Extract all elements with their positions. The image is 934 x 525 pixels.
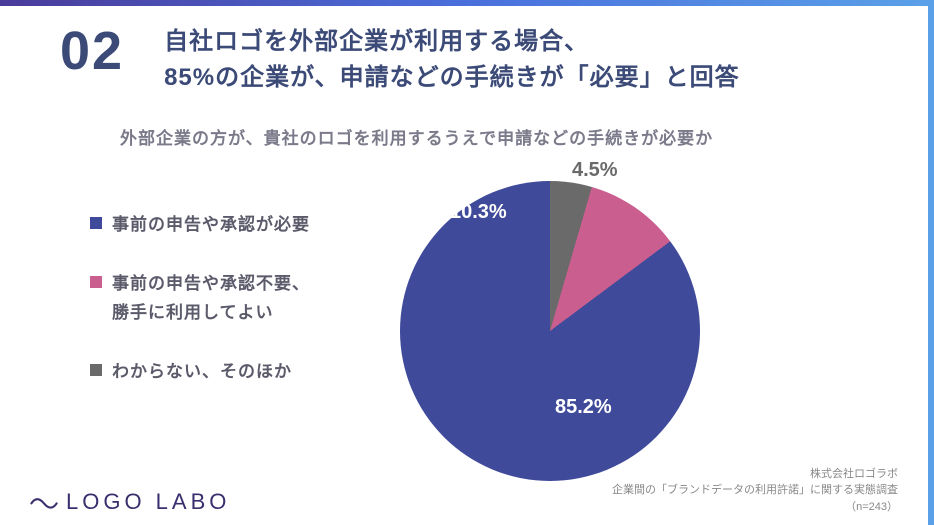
legend-swatch bbox=[90, 364, 102, 376]
pie-slice-label: 10.3% bbox=[450, 201, 507, 224]
footer: LOGO LABO 株式会社ロゴラボ 企業間の「ブランドデータの利用許諾」に関す… bbox=[0, 466, 928, 516]
legend-item: 事前の申告や承認が必要 bbox=[90, 211, 370, 240]
legend: 事前の申告や承認が必要事前の申告や承認不要、 勝手に利用してよいわからない、その… bbox=[0, 171, 370, 491]
legend-swatch bbox=[90, 217, 102, 229]
source-attribution: 株式会社ロゴラボ 企業間の「ブランドデータの利用許諾」に関する実態調査 （n=2… bbox=[612, 466, 898, 516]
title-line-2: 85%の企業が、申請などの手続きが「必要」と回答 bbox=[164, 64, 740, 91]
logo-mark-icon bbox=[30, 493, 58, 511]
question-subtitle: 外部企業の方が、貴社のロゴを利用するうえで申請などの手続きが必要か bbox=[120, 124, 928, 149]
legend-item: わからない、そのほか bbox=[90, 358, 370, 387]
legend-item: 事前の申告や承認不要、 勝手に利用してよい bbox=[90, 270, 370, 328]
pie-body bbox=[400, 181, 700, 481]
slide-title: 自社ロゴを外部企業が利用する場合、 85%の企業が、申請などの手続きが「必要」と… bbox=[164, 24, 740, 96]
pie-slice-label: 4.5% bbox=[572, 159, 618, 182]
title-line-1: 自社ロゴを外部企業が利用する場合、 bbox=[164, 28, 589, 55]
source-line-1: 株式会社ロゴラボ bbox=[612, 466, 898, 483]
slide-frame: 02 自社ロゴを外部企業が利用する場合、 85%の企業が、申請などの手続きが「必… bbox=[0, 0, 934, 525]
legend-label: わからない、そのほか bbox=[112, 358, 292, 387]
brand-logo: LOGO LABO bbox=[30, 489, 230, 515]
content-row: 事前の申告や承認が必要事前の申告や承認不要、 勝手に利用してよいわからない、その… bbox=[0, 171, 928, 491]
header: 02 自社ロゴを外部企業が利用する場合、 85%の企業が、申請などの手続きが「必… bbox=[0, 6, 928, 96]
slide-number: 02 bbox=[60, 24, 124, 78]
source-line-3: （n=243） bbox=[612, 499, 898, 516]
legend-swatch bbox=[90, 276, 102, 288]
legend-label: 事前の申告や承認が必要 bbox=[112, 211, 310, 240]
pie-slice-label: 85.2% bbox=[555, 396, 612, 419]
legend-label: 事前の申告や承認不要、 勝手に利用してよい bbox=[112, 270, 310, 328]
source-line-2: 企業間の「ブランドデータの利用許諾」に関する実態調査 bbox=[612, 482, 898, 499]
logo-text: LOGO LABO bbox=[66, 489, 230, 515]
pie-chart: 4.5%10.3%85.2% bbox=[390, 171, 710, 491]
